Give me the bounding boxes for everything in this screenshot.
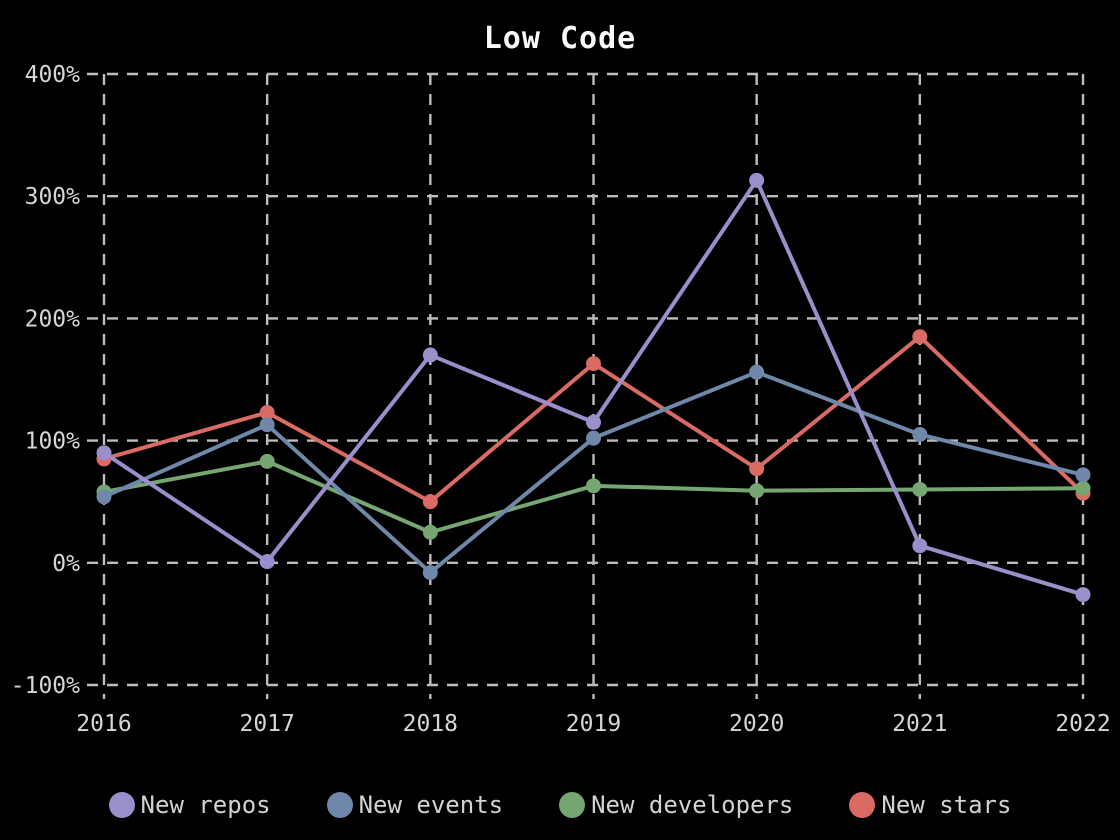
- y-axis-tick-label: 400%: [25, 62, 81, 88]
- y-axis-tick-label: -100%: [11, 673, 80, 699]
- legend-swatch-new-events-icon: [326, 792, 353, 818]
- x-axis-tick-label: 2017: [239, 711, 294, 737]
- data-point-new-developers: [422, 524, 438, 540]
- data-point-new-repos: [912, 538, 928, 554]
- x-axis-tick-label: 2020: [729, 711, 784, 737]
- legend-label-new-developers: New developers: [591, 791, 794, 819]
- x-axis-tick-label: 2021: [892, 711, 947, 737]
- data-point-new-stars: [259, 404, 275, 420]
- legend-swatch-new-stars-icon: [849, 792, 876, 818]
- x-axis-tick-label: 2016: [76, 711, 131, 737]
- x-axis-tick-label: 2022: [1055, 711, 1110, 737]
- legend: New repos New events New developers New …: [0, 779, 1120, 831]
- x-axis-tick-label: 2018: [403, 711, 458, 737]
- data-point-new-developers: [749, 483, 765, 499]
- legend-swatch-new-repos-icon: [108, 792, 135, 818]
- data-point-new-events: [1075, 467, 1091, 483]
- legend-item-new-stars[interactable]: New stars: [849, 791, 1011, 819]
- data-point-new-developers: [586, 478, 601, 494]
- data-point-new-events: [586, 430, 601, 446]
- y-axis-tick-label: 300%: [25, 184, 81, 210]
- legend-label-new-events: New events: [358, 791, 504, 819]
- data-point-new-repos: [259, 554, 275, 570]
- chart-title: Low Code: [483, 21, 637, 56]
- data-point-new-stars: [422, 494, 438, 510]
- y-axis-tick-label: 100%: [25, 429, 81, 455]
- data-point-new-events: [259, 417, 275, 433]
- data-point-new-repos: [749, 172, 765, 188]
- data-point-new-repos: [422, 347, 438, 363]
- legend-item-new-repos[interactable]: New repos: [108, 791, 271, 819]
- legend-swatch-new-developers-icon: [559, 792, 586, 818]
- data-point-new-stars: [586, 356, 601, 372]
- y-axis-tick-label: 0%: [52, 551, 80, 577]
- data-point-new-developers: [1075, 480, 1091, 496]
- data-point-new-developers: [912, 481, 928, 497]
- legend-label-new-repos: New repos: [140, 791, 271, 819]
- data-point-new-events: [422, 565, 438, 581]
- data-point-new-events: [96, 489, 112, 505]
- line-chart-plot-area: 400% 300% 200% 100% 0% -100% 2016 2017 2018 2019 2…: [11, 62, 1111, 737]
- data-point-new-developers: [259, 453, 275, 469]
- data-point-new-stars: [749, 461, 765, 477]
- data-point-new-repos: [586, 414, 601, 430]
- data-point-new-stars: [912, 329, 928, 345]
- data-point-new-events: [749, 364, 765, 380]
- data-point-new-repos: [1075, 587, 1091, 603]
- y-axis-tick-label: 200%: [25, 306, 81, 332]
- legend-label-new-stars: New stars: [881, 791, 1012, 819]
- x-axis-tick-label: 2019: [566, 711, 621, 737]
- data-point-new-repos: [96, 445, 112, 461]
- data-point-new-events: [912, 426, 928, 442]
- legend-item-new-events[interactable]: New events: [326, 791, 504, 819]
- legend-item-new-developers[interactable]: New developers: [559, 791, 793, 819]
